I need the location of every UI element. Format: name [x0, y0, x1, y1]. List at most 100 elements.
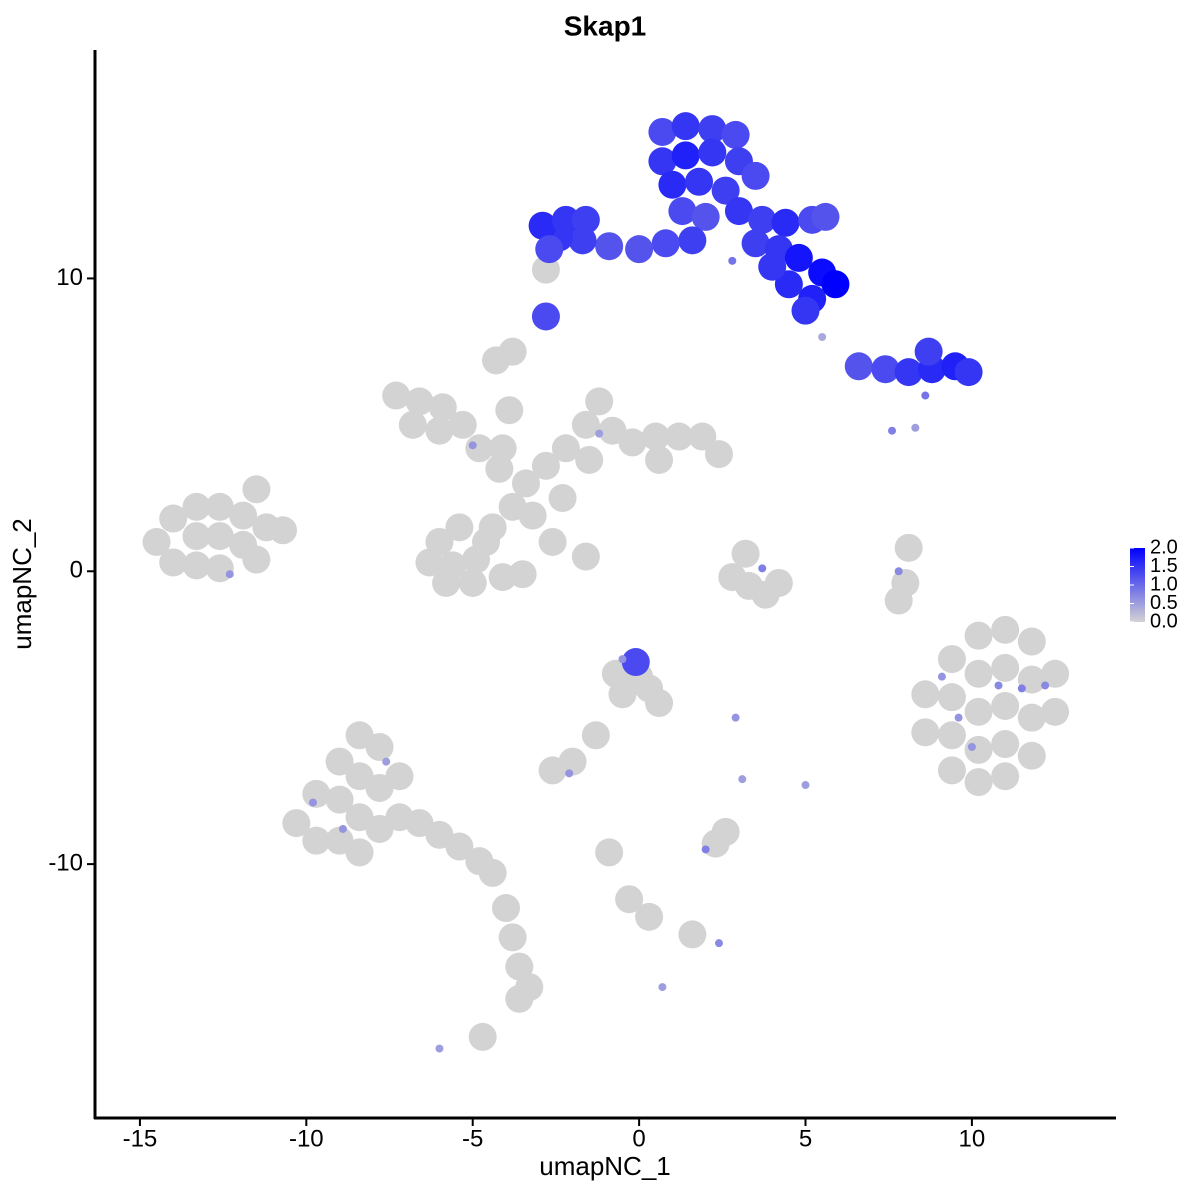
cell-point — [302, 779, 331, 808]
cell-point — [704, 440, 733, 469]
cell-point — [888, 426, 897, 435]
cell-point — [1017, 684, 1026, 693]
cell-point — [308, 798, 317, 807]
cell-point — [508, 560, 537, 589]
colorbar-tick-label: 0.0 — [1150, 610, 1178, 632]
cell-point — [159, 504, 188, 533]
cell-point — [468, 441, 477, 450]
cell-point — [884, 586, 913, 615]
colorbar-tick-label: 1.0 — [1150, 573, 1178, 595]
cell-point — [571, 205, 600, 234]
cell-point — [338, 824, 347, 833]
cell-point — [711, 176, 740, 205]
cell-point — [398, 410, 427, 439]
cell-point — [844, 352, 873, 381]
cell-point — [595, 429, 604, 438]
cell-point — [668, 197, 697, 226]
cell-point — [691, 202, 720, 231]
y-tick-label: -10 — [48, 849, 83, 876]
cell-point — [511, 469, 540, 498]
cell-point — [282, 809, 311, 838]
cell-point — [937, 721, 966, 750]
y-tick-label: 10 — [56, 264, 83, 291]
cell-point — [448, 410, 477, 439]
cell-point — [325, 785, 354, 814]
cell-point — [621, 648, 650, 677]
cell-point — [142, 527, 171, 556]
chart-title: Skap1 — [564, 10, 647, 41]
cell-point — [698, 115, 727, 144]
cell-point — [1017, 741, 1046, 770]
cell-point — [671, 112, 700, 141]
cell-point — [458, 568, 487, 597]
cell-point — [894, 567, 903, 576]
cell-point — [821, 270, 850, 299]
cell-point — [482, 346, 511, 375]
cell-point — [651, 229, 680, 258]
cell-point — [1041, 697, 1070, 726]
x-axis-label: umapNC_1 — [539, 1151, 671, 1181]
cell-point — [991, 653, 1020, 682]
cell-point — [435, 1044, 444, 1053]
cell-point — [738, 775, 747, 784]
cell-point — [731, 539, 760, 568]
cell-point — [182, 522, 211, 551]
cell-point — [937, 645, 966, 674]
cell-point — [964, 697, 993, 726]
cell-point — [758, 564, 767, 573]
x-tick-label: 0 — [632, 1125, 645, 1152]
cell-point — [964, 735, 993, 764]
cell-point — [1041, 659, 1070, 688]
cell-point — [911, 718, 940, 747]
cell-point — [445, 513, 474, 542]
cell-point — [811, 202, 840, 231]
cell-point — [994, 681, 1003, 690]
cell-point — [645, 689, 674, 718]
cell-point — [428, 393, 457, 422]
cell-point — [345, 838, 374, 867]
cell-point — [498, 492, 527, 521]
cell-point — [967, 742, 976, 751]
colorbar-tick-label: 1.5 — [1150, 555, 1178, 577]
cell-point — [758, 252, 787, 281]
cell-point — [182, 492, 211, 521]
cell-point — [771, 208, 800, 237]
cell-point — [548, 484, 577, 513]
cell-point — [571, 542, 600, 571]
cell-point — [498, 923, 527, 952]
cell-point — [671, 141, 700, 170]
x-tick-label: -10 — [289, 1125, 324, 1152]
cell-point — [921, 391, 930, 400]
cell-point — [748, 205, 777, 234]
cell-point — [658, 170, 687, 199]
cell-point — [801, 781, 810, 790]
cell-point — [1017, 703, 1046, 732]
cell-point — [495, 396, 524, 425]
cell-point — [641, 422, 670, 451]
cell-point — [425, 416, 454, 445]
cell-point — [698, 138, 727, 167]
cell-point — [478, 858, 507, 887]
cell-point — [991, 691, 1020, 720]
cell-point — [565, 769, 574, 778]
cell-point — [625, 235, 654, 264]
cell-point — [595, 232, 624, 261]
y-axis-label: umapNC_2 — [7, 518, 37, 650]
cell-point — [432, 568, 461, 597]
cell-point — [764, 568, 793, 597]
x-tick-label: -5 — [462, 1125, 483, 1152]
cell-point — [721, 120, 750, 149]
cell-point — [205, 492, 234, 521]
cell-point — [585, 387, 614, 416]
cell-point — [911, 423, 920, 432]
cell-point — [954, 713, 963, 722]
cell-point — [575, 445, 604, 474]
cell-point — [618, 655, 627, 664]
cell-point — [964, 621, 993, 650]
cell-point — [964, 659, 993, 688]
cell-point — [1041, 681, 1050, 690]
cell-point — [774, 270, 803, 299]
cell-point — [595, 838, 624, 867]
cell-point — [242, 475, 271, 504]
